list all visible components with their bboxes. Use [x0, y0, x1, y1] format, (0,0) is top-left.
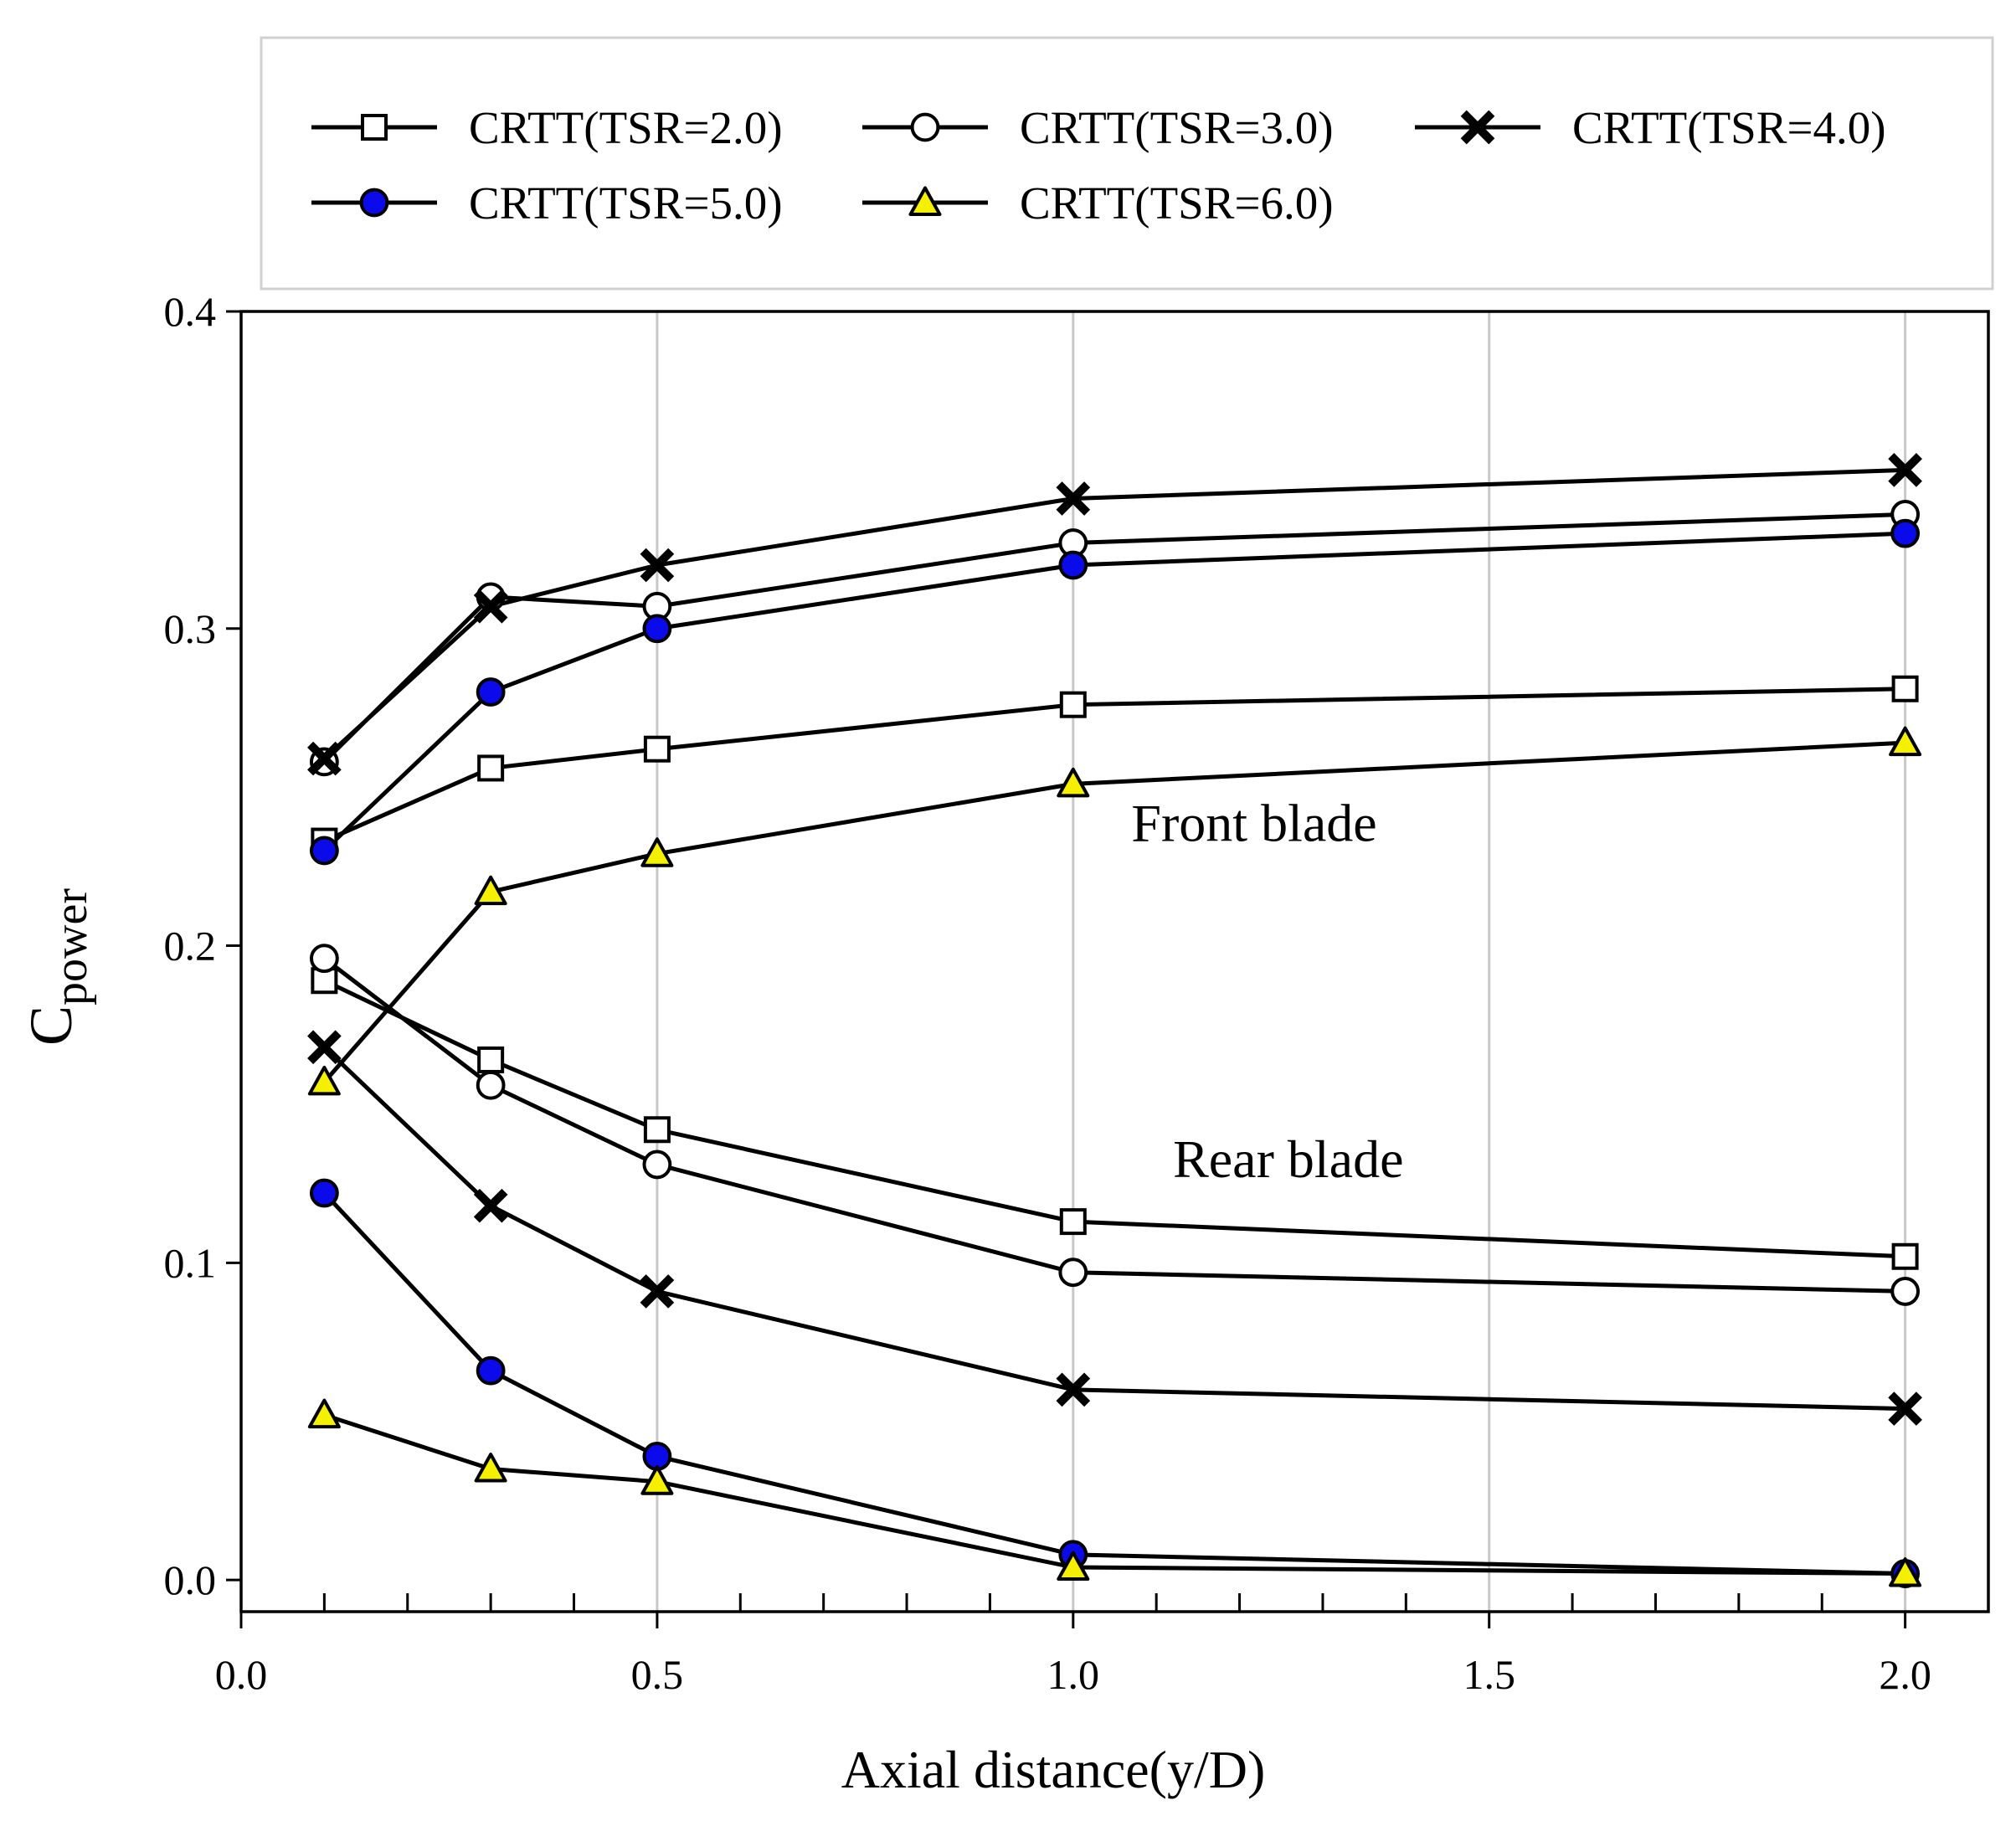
y-axis-label-subscript: power [45, 888, 97, 1006]
annotation-front-blade: Front blade [1131, 794, 1376, 853]
x-tick-label: 1.5 [1463, 1651, 1515, 1698]
data-point-front-blade-crtt-tsr-2-0 [643, 735, 671, 763]
annotation-rear-blade: Rear blade [1173, 1129, 1403, 1189]
legend-marker-circle [910, 112, 940, 142]
data-point-rear-blade-crtt-tsr-2-0 [477, 1046, 505, 1073]
y-tick-label: 0.4 [164, 288, 217, 335]
data-point-front-blade-crtt-tsr-6-0 [307, 1065, 341, 1096]
annotations: Front blade Rear blade [1131, 794, 1403, 1190]
data-point-rear-blade-crtt-tsr-2-0 [1059, 1208, 1087, 1236]
legend-item-crtt-tsr-2-0: CRTT(TSR=2.0) [311, 102, 783, 153]
y-tick-label: 0.3 [164, 605, 217, 652]
data-point-rear-blade-crtt-tsr-6-0 [1057, 1551, 1090, 1581]
data-point-front-blade-crtt-tsr-5-0 [309, 836, 339, 866]
plot-area-frame [239, 310, 1990, 1613]
legend-item-crtt-tsr-5-0: CRTT(TSR=5.0) [311, 177, 783, 229]
data-point-rear-blade-crtt-tsr-4-0 [307, 1030, 342, 1065]
axis-ticks [226, 310, 1907, 1628]
data-point-front-blade-crtt-tsr-4-0 [1888, 453, 1922, 487]
legend-label: CRTT(TSR=4.0) [1572, 102, 1886, 153]
legend-label: CRTT(TSR=3.0) [1020, 102, 1334, 153]
y-axis-label-main: C [18, 1006, 85, 1046]
x-tick-labels: 0.0 0.5 1.0 1.5 2.0 [215, 1651, 1931, 1698]
data-point-rear-blade-crtt-tsr-3-0 [476, 1070, 506, 1100]
data-point-front-blade-crtt-tsr-6-0 [640, 837, 674, 867]
markers-group [307, 453, 1922, 1588]
data-point-rear-blade-crtt-tsr-6-0 [474, 1453, 507, 1483]
data-point-rear-blade-crtt-tsr-5-0 [476, 1355, 506, 1386]
data-point-front-blade-crtt-tsr-6-0 [1057, 767, 1090, 798]
legend: CRTT(TSR=2.0) CRTT(TSR=3.0) CRTT(TSR=4.0) C… [260, 36, 1994, 291]
legend-label: CRTT(TSR=6.0) [1020, 177, 1334, 229]
data-point-rear-blade-crtt-tsr-6-0 [307, 1398, 341, 1429]
data-point-rear-blade-crtt-tsr-6-0 [640, 1465, 674, 1495]
legend-item-crtt-tsr-4-0: CRTT(TSR=4.0) [1415, 102, 1886, 153]
legend-item-crtt-tsr-6-0: CRTT(TSR=6.0) [862, 177, 1334, 229]
data-point-rear-blade-crtt-tsr-3-0 [309, 944, 339, 974]
x-tick-label: 0.0 [215, 1651, 268, 1698]
data-point-front-blade-crtt-tsr-4-0 [473, 589, 508, 624]
y-tick-label: 0.2 [164, 923, 217, 970]
data-point-front-blade-crtt-tsr-5-0 [1058, 550, 1088, 580]
data-point-rear-blade-crtt-tsr-6-0 [1889, 1557, 1922, 1587]
legend-marker-square [361, 114, 388, 141]
data-point-rear-blade-crtt-tsr-5-0 [309, 1178, 339, 1208]
data-point-front-blade-crtt-tsr-6-0 [474, 875, 507, 906]
x-tick-label: 0.5 [631, 1651, 684, 1698]
data-point-front-blade-crtt-tsr-5-0 [1890, 518, 1921, 548]
data-point-rear-blade-crtt-tsr-3-0 [1058, 1258, 1088, 1288]
legend-marker-x [1460, 110, 1495, 145]
data-point-rear-blade-crtt-tsr-4-0 [1888, 1391, 1922, 1426]
data-point-front-blade-crtt-tsr-5-0 [476, 677, 506, 707]
data-point-front-blade-crtt-tsr-4-0 [307, 741, 342, 776]
data-point-rear-blade-crtt-tsr-3-0 [1890, 1277, 1921, 1306]
data-point-front-blade-crtt-tsr-6-0 [1889, 726, 1922, 757]
data-point-front-blade-crtt-tsr-2-0 [477, 754, 505, 782]
legend-label: CRTT(TSR=5.0) [469, 177, 783, 229]
data-point-front-blade-crtt-tsr-4-0 [640, 548, 675, 583]
legend-marker-filled-circle [359, 188, 389, 218]
y-axis-label: Cpower [18, 888, 97, 1046]
data-point-front-blade-crtt-tsr-5-0 [642, 614, 672, 644]
y-tick-label: 0.1 [164, 1239, 217, 1286]
data-point-rear-blade-crtt-tsr-5-0 [642, 1441, 672, 1471]
legend-label: CRTT(TSR=2.0) [469, 102, 783, 153]
data-point-front-blade-crtt-tsr-2-0 [1059, 691, 1087, 718]
data-point-front-blade-crtt-tsr-2-0 [1891, 675, 1919, 702]
y-tick-label: 0.0 [164, 1556, 217, 1603]
x-tick-label: 2.0 [1879, 1651, 1931, 1698]
data-point-rear-blade-crtt-tsr-3-0 [642, 1150, 672, 1180]
legend-item-crtt-tsr-3-0: CRTT(TSR=3.0) [862, 102, 1334, 153]
data-point-front-blade-crtt-tsr-4-0 [1056, 481, 1091, 516]
data-point-rear-blade-crtt-tsr-4-0 [473, 1188, 508, 1223]
data-point-rear-blade-crtt-tsr-4-0 [1056, 1372, 1091, 1407]
legend-marker-triangle [908, 186, 942, 216]
data-point-rear-blade-crtt-tsr-2-0 [643, 1116, 671, 1144]
x-tick-label: 1.0 [1047, 1651, 1100, 1698]
y-tick-labels: 0.0 0.1 0.2 0.3 0.4 [164, 288, 217, 1603]
data-point-rear-blade-crtt-tsr-4-0 [640, 1274, 675, 1309]
legend-box [260, 36, 1994, 291]
x-axis-label: Axial distance(y/D) [841, 1740, 1266, 1799]
data-point-rear-blade-crtt-tsr-2-0 [1891, 1242, 1919, 1270]
